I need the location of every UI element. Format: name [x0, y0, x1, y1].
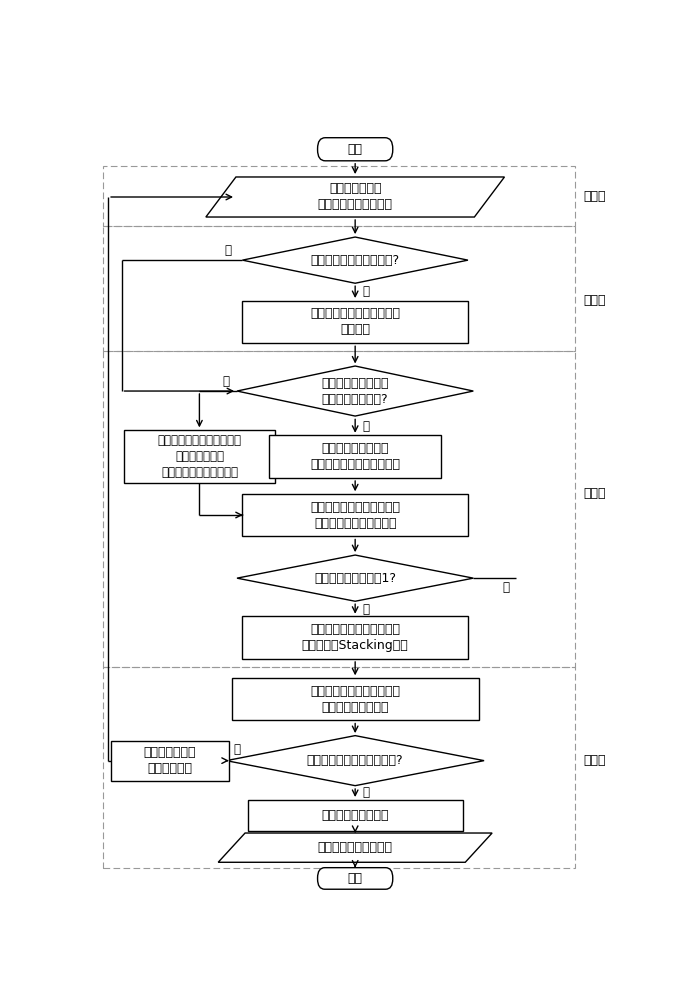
Text: 开始: 开始 [348, 143, 362, 156]
Text: 是: 是 [362, 603, 369, 616]
Polygon shape [243, 237, 468, 283]
Text: 不进行特征分析直接
应用电流数据作为训练输入: 不进行特征分析直接 应用电流数据作为训练输入 [310, 442, 400, 471]
Bar [243, 616, 468, 659]
Polygon shape [206, 177, 505, 217]
Text: 否: 否 [234, 743, 240, 756]
Text: 应用所设计硬件
采集直流系统电流信号: 应用所设计硬件 采集直流系统电流信号 [317, 182, 393, 212]
Bar [103, 166, 575, 226]
Polygon shape [218, 833, 492, 862]
Text: 是: 是 [362, 420, 369, 433]
Text: 利用训练完成的分类模型进
行系统状态实时辨识: 利用训练完成的分类模型进 行系统状态实时辨识 [310, 685, 400, 714]
Bar [103, 351, 575, 667]
Bar [103, 226, 575, 351]
Bar [269, 435, 441, 478]
Text: 故障电弧信噪比低于阈值?: 故障电弧信噪比低于阈值? [310, 254, 400, 267]
Text: 对特征、电流数据标准化处
理输入至第一层分类模型: 对特征、电流数据标准化处 理输入至第一层分类模型 [310, 501, 400, 530]
Text: 判定为类弧工况
清零计数变量: 判定为类弧工况 清零计数变量 [143, 746, 196, 775]
Bar [231, 678, 479, 720]
Text: 是: 是 [362, 786, 369, 799]
Text: 否: 否 [222, 375, 229, 388]
Text: 步骤二: 步骤二 [584, 294, 606, 307]
Polygon shape [237, 366, 473, 416]
Bar [243, 494, 468, 536]
Text: 是: 是 [362, 285, 369, 298]
Text: 直接对信号进行特征量分析
对信号进行时频
变换后再开展特征量分析: 直接对信号进行特征量分析 对信号进行时频 变换后再开展特征量分析 [157, 434, 241, 479]
Polygon shape [226, 736, 484, 786]
Text: 步骤一: 步骤一 [584, 190, 606, 204]
Text: 否: 否 [225, 244, 231, 257]
Bar [248, 800, 463, 831]
Polygon shape [237, 555, 473, 601]
Text: 连续计数是否达到切断标准?: 连续计数是否达到切断标准? [307, 754, 403, 767]
Text: 步骤四: 步骤四 [584, 754, 606, 767]
Text: 判定为故障电弧工况: 判定为故障电弧工况 [322, 809, 389, 822]
Bar [243, 301, 468, 343]
Text: 输出故障电弧切断信号: 输出故障电弧切断信号 [317, 841, 393, 854]
Text: 结束: 结束 [348, 872, 362, 885]
Text: 仅数据驱动分类器且
应用电流数据输入?: 仅数据驱动分类器且 应用电流数据输入? [322, 377, 389, 406]
Bar [111, 741, 229, 781]
Text: 逻辑回归学习器进行第二层
分类，形成Stacking模型: 逻辑回归学习器进行第二层 分类，形成Stacking模型 [301, 623, 409, 652]
Text: 步骤三: 步骤三 [584, 487, 606, 500]
Bar [103, 667, 575, 868]
Text: 否: 否 [502, 581, 509, 594]
FancyBboxPatch shape [317, 868, 393, 889]
Bar [124, 430, 274, 483]
FancyBboxPatch shape [317, 138, 393, 161]
Text: 应用信号滤波方法处理电流
检测信号: 应用信号滤波方法处理电流 检测信号 [310, 307, 400, 336]
Text: 第一层基分类器大于1?: 第一层基分类器大于1? [314, 572, 396, 585]
